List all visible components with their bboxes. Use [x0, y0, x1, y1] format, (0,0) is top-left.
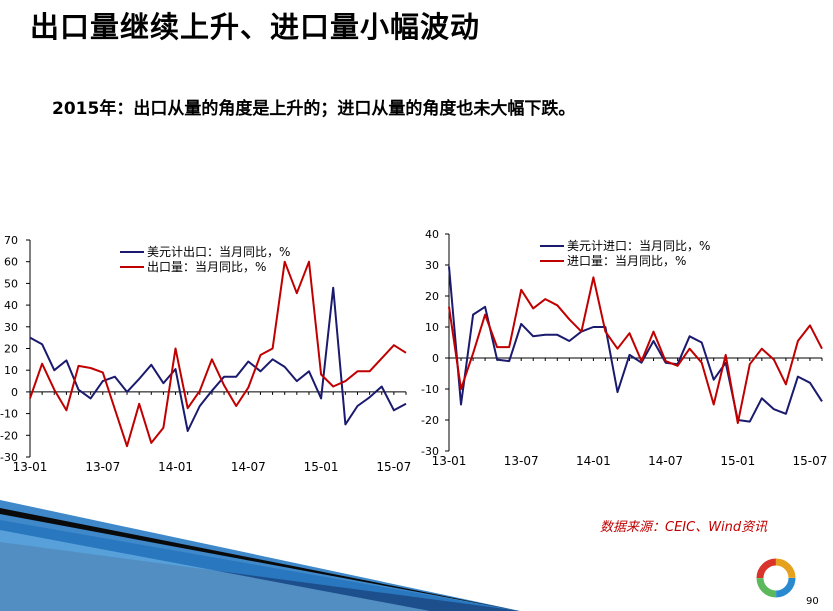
y-tick-label: -20: [0, 429, 18, 442]
y-tick-label: -10: [0, 408, 18, 421]
export-chart: -30 -20 -10 0 10 20 30 40 50 60 70 13-01 13-07 14-01 1…: [0, 234, 411, 474]
legend-label: 美元计出口：当月同比，%: [147, 245, 290, 259]
y-tick-label: 50: [4, 277, 18, 290]
y-tick-label: -10: [421, 383, 439, 396]
x-tick-label: 14-01: [158, 460, 193, 474]
y-tick-label: 30: [4, 321, 18, 334]
series-line-1: [448, 266, 823, 423]
series-line-2: [448, 276, 823, 425]
legend-label: 出口量：当月同比，%: [147, 260, 266, 274]
y-tick-label: 0: [11, 386, 18, 399]
y-tick-label: -20: [421, 414, 439, 427]
series-line-1: [29, 286, 407, 432]
y-tick-label: 10: [425, 321, 439, 334]
y-tick-label: 20: [425, 290, 439, 303]
y-tick-label: 40: [425, 228, 439, 241]
y-tick-label: -30: [421, 445, 439, 458]
x-tick-label: 13-01: [13, 460, 48, 474]
data-source-note: 数据来源：CEIC、Wind资讯: [600, 520, 768, 535]
y-tick-label: 60: [4, 256, 18, 269]
x-tick-label: 15-07: [793, 454, 828, 468]
y-tick-label: 10: [4, 364, 18, 377]
y-tick-label: -30: [0, 451, 18, 464]
y-tick-label: 0: [432, 352, 439, 365]
slide-subtitle: 2015年：出口从量的角度是上升的；进口从量的角度也未大幅下跌。: [52, 99, 576, 119]
y-tick-label: 40: [4, 299, 18, 312]
company-logo: [756, 558, 796, 598]
x-tick-label: 15-01: [720, 454, 755, 468]
y-tick-label: 30: [425, 259, 439, 272]
x-tick-label: 14-07: [231, 460, 266, 474]
x-tick-label: 14-07: [648, 454, 683, 468]
import-chart: -30 -20 -10 0 10 20 30 40 13-01 13-07 14-01 14-07 15…: [421, 228, 828, 468]
legend-label: 进口量：当月同比，%: [567, 254, 686, 268]
x-tick-label: 14-01: [576, 454, 611, 468]
decorative-swoosh: [0, 500, 520, 611]
page-number: 90: [806, 596, 819, 607]
x-tick-label: 15-07: [376, 460, 411, 474]
slide-title: 出口量继续上升、进口量小幅波动: [30, 10, 481, 44]
x-tick-label: 13-07: [504, 454, 539, 468]
x-tick-label: 13-07: [85, 460, 120, 474]
legend-label: 美元计进口：当月同比，%: [567, 239, 710, 253]
x-tick-label: 15-01: [304, 460, 339, 474]
y-tick-label: 20: [4, 343, 18, 356]
x-tick-label: 13-01: [432, 454, 467, 468]
y-tick-label: 70: [4, 234, 18, 247]
series-line-2: [29, 260, 407, 448]
